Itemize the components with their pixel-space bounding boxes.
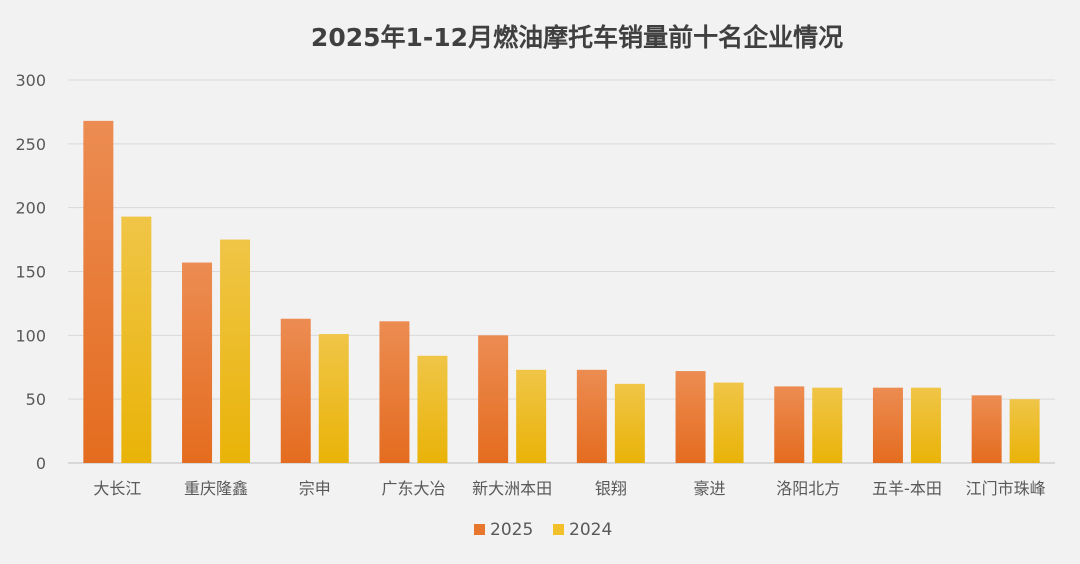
x-tick-label: 重庆隆鑫 (184, 479, 248, 498)
bar-2024-宗申 (318, 334, 349, 463)
x-tick-label: 银翔 (595, 479, 627, 498)
y-tick-label: 200 (15, 199, 46, 218)
y-axis: 0 50 100 150 200 250 300 (15, 71, 46, 473)
bar-2025-广东大冶 (379, 321, 410, 463)
chart-title: 2025年1-12月燃油摩托车销量前十名企业情况 (311, 23, 843, 52)
x-tick-label: 洛阳北方 (776, 479, 840, 498)
legend-label: 2025 (490, 520, 533, 540)
bar-2025-大长江 (83, 120, 114, 463)
y-tick-label: 250 (15, 135, 46, 154)
bar-2024-新大洲本田 (516, 369, 547, 463)
x-tick-label: 五羊-本田 (872, 479, 942, 498)
bar-2025-银翔 (576, 369, 607, 463)
y-tick-label: 0 (36, 454, 46, 473)
x-tick-label: 宗申 (299, 479, 331, 498)
legend-swatch-2025 (474, 524, 485, 535)
bar-2024-豪进 (713, 382, 744, 463)
bar-2025-新大洲本田 (478, 335, 509, 463)
bar-2025-江门市珠峰 (971, 395, 1002, 463)
bar-2024-大长江 (121, 216, 152, 463)
x-axis: 大长江 重庆隆鑫 宗申 广东大冶 新大洲本田 银翔 豪进 洛阳北方 五羊-本田 江门市珠峰 (93, 479, 1045, 498)
bar-2025-重庆隆鑫 (182, 262, 213, 463)
legend: 2025 2024 (474, 520, 612, 540)
bar-2024-广东大冶 (417, 355, 448, 463)
x-tick-label: 广东大冶 (381, 479, 445, 498)
gridlines (68, 79, 1055, 464)
bar-2024-五羊-本田 (910, 387, 941, 463)
x-tick-label: 大长江 (93, 479, 141, 498)
y-tick-label: 300 (15, 71, 46, 90)
y-tick-label: 50 (26, 390, 46, 409)
y-tick-label: 100 (15, 326, 46, 345)
bar-2024-重庆隆鑫 (220, 239, 251, 463)
x-tick-label: 豪进 (694, 479, 726, 498)
legend-swatch-2024 (553, 524, 564, 535)
legend-label: 2024 (569, 520, 612, 540)
bar-2025-宗申 (280, 318, 311, 463)
bar-2025-豪进 (675, 371, 706, 463)
bar-2024-江门市珠峰 (1009, 399, 1040, 463)
x-tick-label: 新大洲本田 (472, 479, 552, 498)
y-tick-label: 150 (15, 263, 46, 282)
bar-2024-银翔 (614, 383, 645, 463)
bar-2025-洛阳北方 (774, 386, 805, 463)
bar-2024-洛阳北方 (812, 387, 843, 463)
bars (83, 120, 1040, 463)
bar-2025-五羊-本田 (872, 387, 903, 463)
x-tick-label: 江门市珠峰 (966, 479, 1046, 498)
